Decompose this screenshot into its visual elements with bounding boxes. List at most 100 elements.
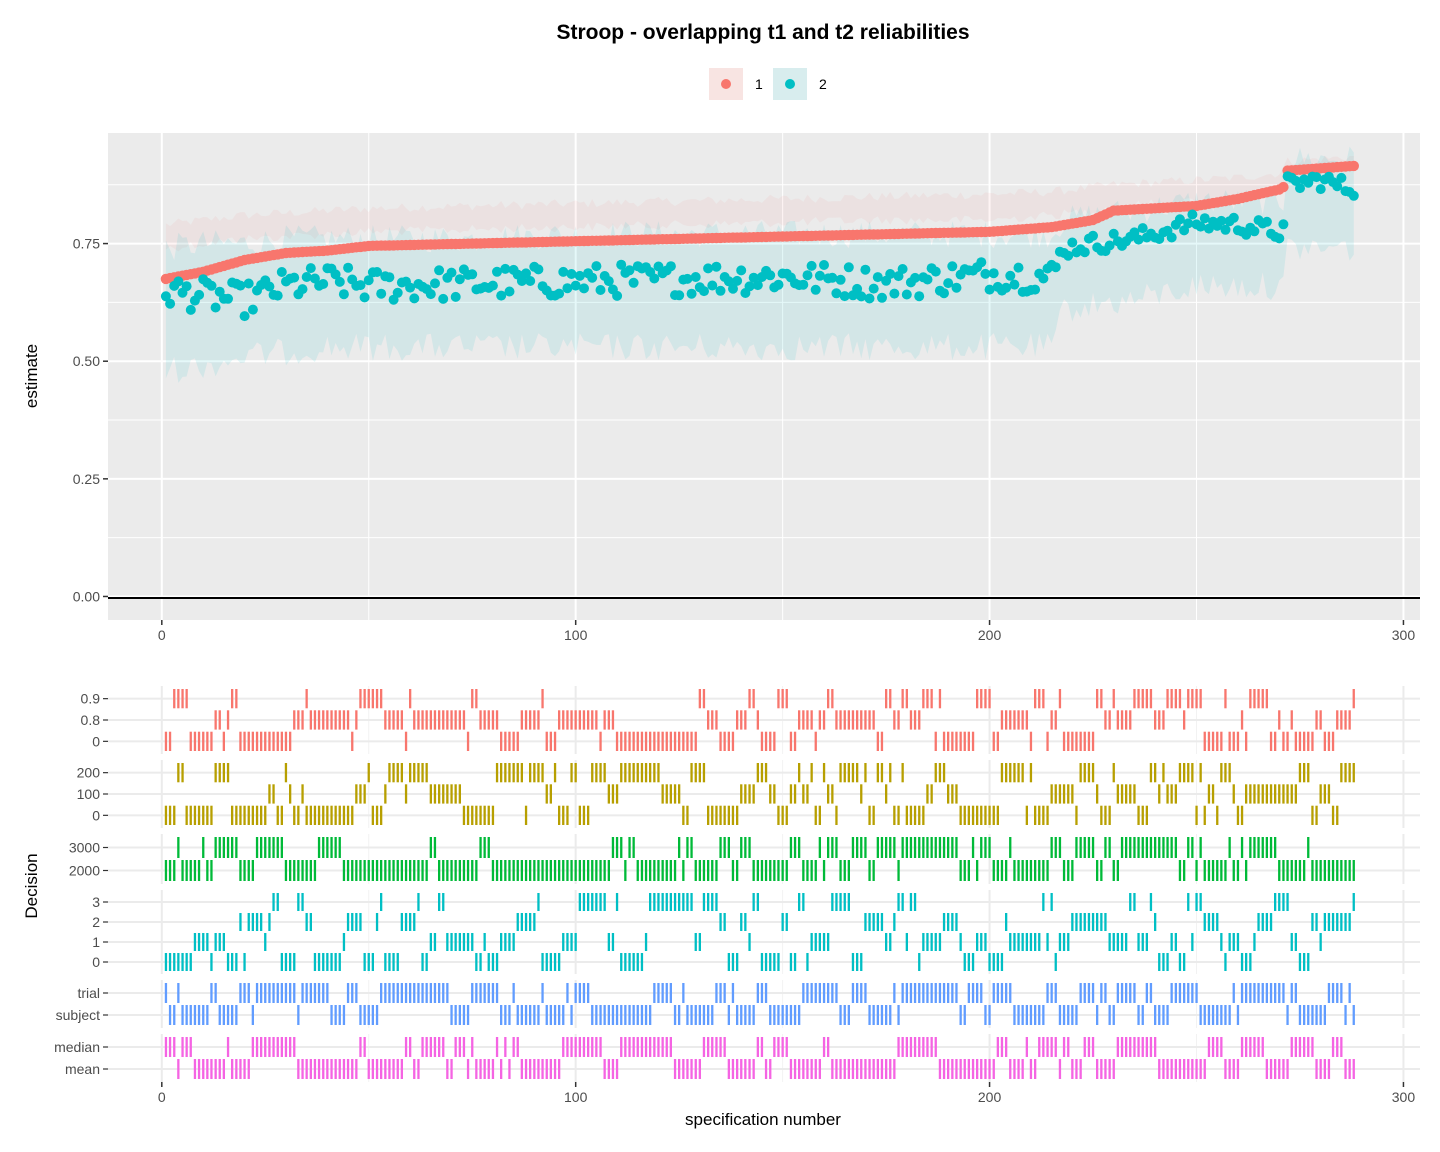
point-series-2 (338, 289, 349, 300)
decision-bar (168, 953, 172, 971)
decision-bar (334, 710, 337, 730)
decision-bar (864, 763, 867, 783)
decision-bar (334, 953, 337, 971)
decision-bar (388, 710, 391, 730)
decision-bar (1137, 1037, 1140, 1057)
decision-bar (1207, 860, 1211, 881)
decision-bar (1298, 1005, 1302, 1025)
decision-bar (1327, 1059, 1331, 1079)
decision-bar (748, 689, 751, 709)
decision-bar (1236, 933, 1240, 951)
point-series-2 (947, 261, 958, 272)
decision-bar (843, 1005, 846, 1025)
decision-bar (843, 860, 846, 881)
point-series-2 (872, 272, 883, 283)
decision-bar (1327, 913, 1331, 931)
decision-bar (789, 731, 793, 751)
decision-bar (1294, 983, 1297, 1003)
decision-bar (1340, 913, 1343, 931)
decision-bar (317, 953, 321, 971)
decision-bar (657, 1037, 660, 1057)
point-series-2 (616, 259, 627, 270)
decision-bar (603, 860, 606, 881)
decision-bar (777, 860, 780, 881)
decision-bar (971, 805, 975, 825)
decision-bar (1120, 983, 1124, 1003)
point-series-2 (1133, 234, 1144, 245)
decision-bar (1000, 860, 1004, 881)
decision-bar (1141, 1005, 1144, 1025)
decision-bar (934, 983, 937, 1003)
decision-bar (702, 893, 706, 911)
decision-bar (280, 953, 283, 971)
decision-bar (889, 763, 892, 783)
decision-bar (413, 913, 416, 931)
decision-bar (789, 1005, 793, 1025)
decision-bar (682, 860, 685, 881)
point-series-2 (438, 293, 449, 304)
decision-bar (1087, 913, 1091, 931)
decision-bar (773, 860, 776, 881)
decision-bar (578, 1037, 581, 1057)
decision-bar (570, 860, 573, 881)
decision-bar (367, 953, 370, 971)
plot-gridlines (108, 133, 1420, 620)
decision-bar (1348, 1059, 1351, 1079)
decision-bar (222, 933, 225, 951)
decision-bar (864, 913, 867, 931)
point-series-2 (579, 283, 589, 294)
decision-bar (276, 1037, 279, 1057)
point-series-2 (1067, 237, 1078, 248)
decision-bar (942, 983, 946, 1003)
decision-bar (409, 689, 412, 709)
decision-bar (976, 983, 979, 1003)
decision-bar (856, 953, 859, 971)
decision-bar (682, 805, 685, 825)
decision-bar (868, 860, 871, 881)
decision-bar (640, 763, 644, 783)
point-series-2 (289, 272, 300, 283)
decision-bar (235, 805, 238, 825)
point-series-2 (587, 272, 598, 283)
decision-bar (1005, 710, 1008, 730)
decision-bar (1203, 913, 1206, 931)
legend: 1 2 (709, 68, 827, 100)
decision-bar (549, 1059, 552, 1079)
decision-bar (1174, 784, 1177, 804)
decision-bar (1133, 784, 1136, 804)
decision-bar (678, 1059, 681, 1079)
decision-bar (1145, 689, 1148, 709)
decision-bar (984, 1059, 987, 1079)
decision-bar (545, 953, 548, 971)
decision-bar (715, 983, 718, 1003)
decision-bar (293, 953, 296, 971)
decision-bar (438, 710, 441, 730)
decision-bar (603, 763, 606, 783)
decision-bar (1071, 784, 1074, 804)
decision-bar (1224, 860, 1227, 881)
decision-bar (409, 1037, 412, 1057)
point-series-2 (1166, 232, 1177, 243)
decision-bar (255, 983, 259, 1003)
decision-bar (988, 1005, 991, 1025)
decision-bar (607, 1005, 610, 1025)
decision-bar (1025, 860, 1028, 881)
decision-bar (330, 953, 333, 971)
point-series-2 (165, 298, 176, 309)
decision-bar (226, 953, 230, 971)
decision-bar (433, 933, 437, 951)
decision-bar (483, 805, 486, 825)
decision-bar (752, 689, 755, 709)
decision-bar (1240, 805, 1244, 825)
decision-bar (1331, 860, 1335, 881)
decision-bar (913, 893, 917, 911)
decision-bar (1137, 1005, 1140, 1025)
point-series-2 (194, 289, 205, 300)
decision-bar (1029, 731, 1033, 751)
point-series-2 (715, 285, 726, 296)
decision-bar (814, 805, 817, 825)
decision-bar (466, 860, 470, 881)
decision-bar (1079, 731, 1082, 751)
point-series-2 (1108, 228, 1119, 239)
decision-bar (930, 784, 933, 804)
